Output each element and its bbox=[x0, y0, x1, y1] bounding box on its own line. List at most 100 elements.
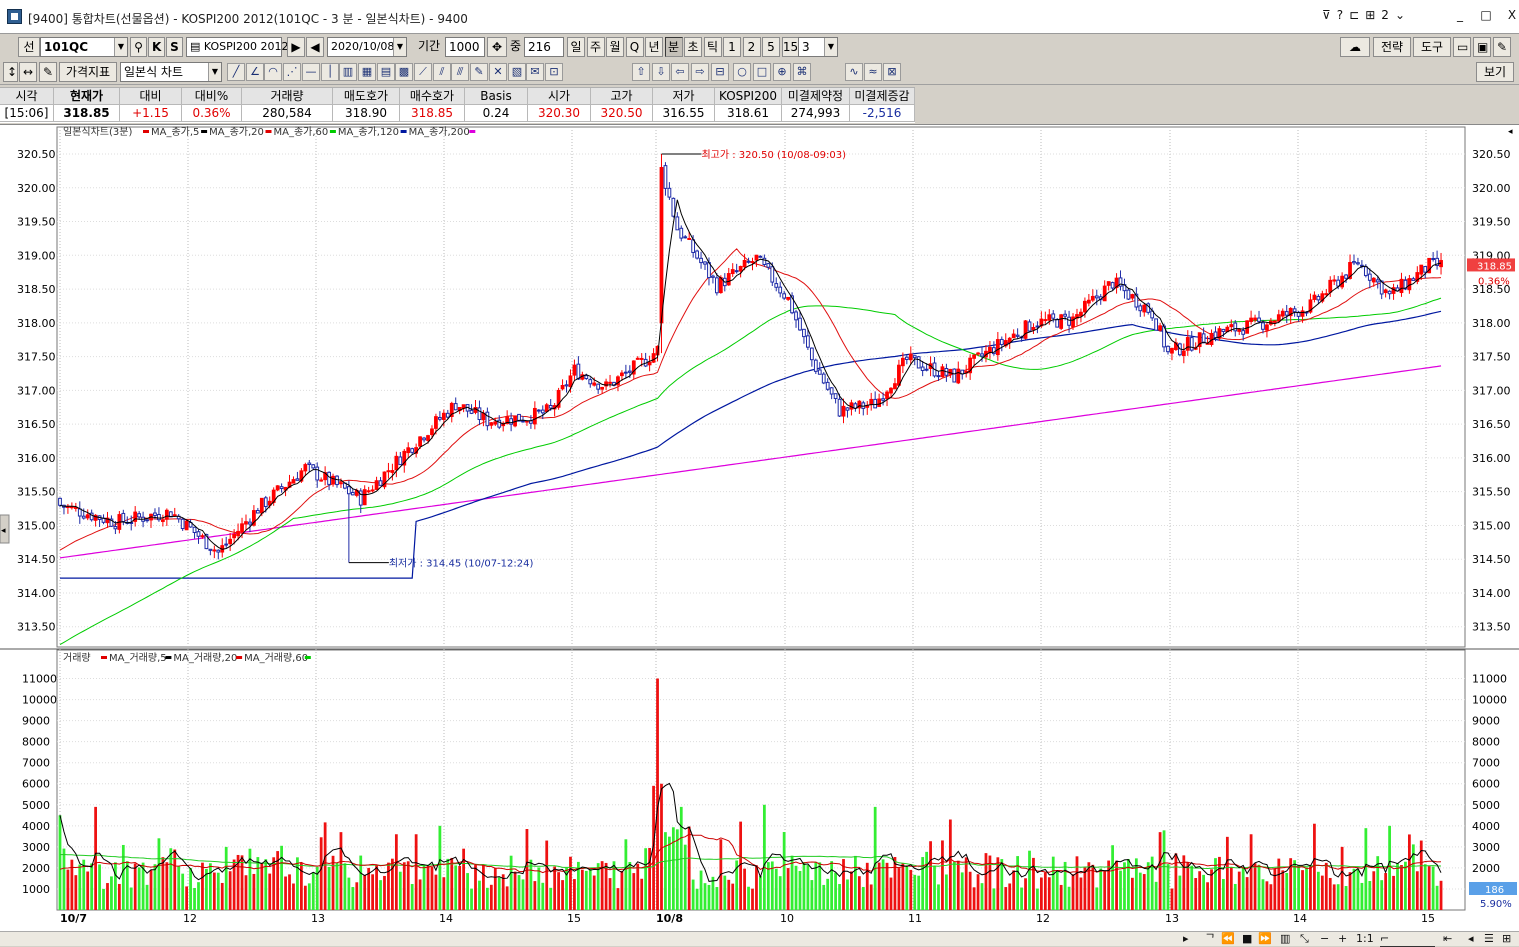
minute-select[interactable]: 3 ▼ bbox=[798, 37, 838, 57]
line-tool-icon[interactable]: ╱ bbox=[227, 63, 245, 81]
hline-tool-icon[interactable]: — bbox=[302, 63, 320, 81]
strategy-button[interactable]: 전략 bbox=[1373, 37, 1411, 57]
chevron-down-icon[interactable]: ▼ bbox=[393, 38, 406, 56]
down-arrow-icon[interactable]: ⇩ bbox=[652, 63, 670, 81]
k-button[interactable]: K bbox=[148, 37, 165, 57]
wrench-icon[interactable]: ✎ bbox=[1493, 37, 1511, 57]
indicator-button[interactable]: 가격지표 bbox=[59, 62, 117, 82]
chart-area[interactable]: ◂ ◂ 10/7 12 13 14 15 10/8 10 11 12 13 14 15 313.50 313.… bbox=[0, 124, 1519, 931]
unit-button-9[interactable]: 2 bbox=[742, 37, 761, 57]
view-button[interactable]: 보기 bbox=[1476, 62, 1514, 82]
unit-button-10[interactable]: 5 bbox=[762, 37, 780, 57]
bars-icon[interactable]: ▥ bbox=[1280, 932, 1291, 945]
prev-page-icon[interactable]: ◂ bbox=[1468, 932, 1474, 945]
arc-tool-icon[interactable]: ◠ bbox=[264, 63, 282, 81]
arrow-updown-icon[interactable]: ↕ bbox=[3, 62, 18, 82]
period-input[interactable]: 1000 bbox=[445, 37, 485, 57]
list-icon[interactable]: ☰ bbox=[1484, 932, 1494, 945]
unit-button-11[interactable]: 15 bbox=[781, 37, 800, 57]
right-arrow-icon[interactable]: ⇨ bbox=[691, 63, 709, 81]
minus-icon[interactable]: − bbox=[1320, 932, 1330, 945]
close-button[interactable]: X bbox=[1507, 8, 1517, 22]
help-icon[interactable]: ? bbox=[1336, 8, 1344, 22]
move-icon[interactable]: ✥ bbox=[487, 37, 507, 57]
tools-button[interactable]: 도구 bbox=[1413, 37, 1451, 57]
unit-button-0[interactable]: 일 bbox=[567, 37, 585, 57]
minimize-button[interactable]: _ bbox=[1457, 8, 1463, 22]
vline-tool-icon[interactable]: │ bbox=[321, 63, 339, 81]
rewind-icon[interactable]: ⏪ bbox=[1221, 932, 1235, 945]
trend-tool-icon[interactable]: ⟋ bbox=[414, 63, 432, 81]
left-arrow-icon[interactable]: ⇦ bbox=[671, 63, 689, 81]
chevron-down-icon[interactable]: ▼ bbox=[824, 38, 837, 56]
unit-button-8[interactable]: 1 bbox=[723, 37, 741, 57]
rect-tool-icon[interactable]: □ bbox=[753, 63, 771, 81]
text-tool-icon[interactable]: ✉ bbox=[526, 63, 544, 81]
forward-icon[interactable]: ⏩ bbox=[1258, 932, 1272, 945]
circle-tool-icon[interactable]: ○ bbox=[733, 63, 751, 81]
edit-icon[interactable]: ✎ bbox=[39, 62, 57, 82]
zoom-icon[interactable]: ⤡ bbox=[1300, 932, 1309, 945]
save-icon[interactable]: ▣ bbox=[1473, 37, 1491, 57]
date-input[interactable]: 2020/10/08 ▼ bbox=[327, 37, 407, 57]
grid-icon[interactable]: ⊞ bbox=[1502, 932, 1512, 945]
volume-bar bbox=[173, 849, 177, 910]
delete-icon[interactable]: ⊠ bbox=[883, 63, 901, 81]
bar-tool-icon[interactable]: ▩ bbox=[395, 63, 413, 81]
number-2-icon[interactable]: 2 bbox=[1381, 8, 1389, 22]
cross-tool-icon[interactable]: ✕ bbox=[489, 63, 507, 81]
fibo-tool-icon[interactable]: ▥ bbox=[339, 63, 357, 81]
left-scroll-handle[interactable] bbox=[0, 514, 10, 544]
unit-button-3[interactable]: Q bbox=[625, 37, 644, 57]
chart-type-select[interactable]: 일본식 차트 ▼ bbox=[120, 62, 222, 82]
candle-body bbox=[157, 513, 161, 521]
dropdown-icon[interactable]: ⌄ bbox=[1394, 8, 1405, 22]
play-forward-icon[interactable]: ▶ bbox=[287, 37, 305, 57]
folder-icon[interactable]: ▭ bbox=[1453, 37, 1471, 57]
angle-tool-icon[interactable]: ∠ bbox=[246, 63, 264, 81]
layout-icon[interactable]: ⊞ bbox=[1365, 8, 1376, 22]
page-icon[interactable]: ⊟ bbox=[711, 63, 729, 81]
play-back-icon[interactable]: ◀ bbox=[306, 37, 324, 57]
type-button[interactable]: 선 bbox=[18, 37, 40, 57]
stop-icon[interactable]: ■ bbox=[1242, 932, 1253, 945]
scroll-right-icon[interactable]: ▸ bbox=[1183, 932, 1189, 945]
grid-tool-icon[interactable]: ▦ bbox=[358, 63, 376, 81]
magnet-icon[interactable]: ⌘ bbox=[793, 63, 811, 81]
unit-button-5[interactable]: 분 bbox=[664, 37, 683, 57]
s-button[interactable]: S bbox=[166, 37, 183, 57]
code-input[interactable]: 101QC ▼ bbox=[40, 37, 128, 57]
wave-icon[interactable]: ∿ bbox=[845, 63, 863, 81]
unit-button-6[interactable]: 초 bbox=[684, 37, 702, 57]
zoom-in-icon[interactable]: ⊕ bbox=[773, 63, 791, 81]
pen-tool-icon[interactable]: ✎ bbox=[470, 63, 488, 81]
unit-button-1[interactable]: 주 bbox=[586, 37, 605, 57]
scroll-slider[interactable]: ⌐ bbox=[1380, 932, 1435, 947]
chevron-down-icon[interactable]: ▼ bbox=[208, 63, 221, 81]
arrow-leftright-icon[interactable]: ↔ bbox=[19, 62, 37, 82]
tool-g-icon[interactable]: ᄀ bbox=[1205, 932, 1216, 945]
chevron-down-icon[interactable]: ▼ bbox=[114, 38, 127, 56]
fan-tool-icon[interactable]: ⋰ bbox=[283, 63, 301, 81]
product-field[interactable]: ▤ KOSPI200 2012 bbox=[186, 37, 289, 57]
parallel-tool-icon[interactable]: ⫽ bbox=[433, 63, 451, 81]
wave2-icon[interactable]: ≈ bbox=[864, 63, 882, 81]
palette-tool-icon[interactable]: ▧ bbox=[508, 63, 526, 81]
unit-button-7[interactable]: 틱 bbox=[703, 37, 722, 57]
search-icon[interactable]: ⚲ bbox=[130, 37, 147, 57]
up-arrow-icon[interactable]: ⇧ bbox=[632, 63, 650, 81]
select-tool-icon[interactable]: ⊡ bbox=[545, 63, 563, 81]
chart-svg[interactable]: ◂ ◂ 10/7 12 13 14 15 10/8 10 11 12 13 14 15 313.50 313.… bbox=[0, 125, 1519, 932]
pin-icon[interactable]: ⊽ bbox=[1322, 8, 1331, 22]
unit-button-4[interactable]: 년 bbox=[645, 37, 663, 57]
table-tool-icon[interactable]: ▤ bbox=[377, 63, 395, 81]
unit-button-2[interactable]: 월 bbox=[606, 37, 624, 57]
maximize-button[interactable]: □ bbox=[1480, 8, 1492, 22]
channel-tool-icon[interactable]: ⫻ bbox=[451, 63, 469, 81]
link-icon[interactable]: ⊏ bbox=[1349, 8, 1360, 22]
cloud-icon[interactable]: ☁ bbox=[1340, 37, 1370, 57]
volume-bar bbox=[58, 815, 62, 910]
first-page-icon[interactable]: ⇤ bbox=[1443, 932, 1453, 945]
plus-icon[interactable]: + bbox=[1338, 932, 1348, 945]
view-count-input[interactable]: 216 bbox=[524, 37, 564, 57]
